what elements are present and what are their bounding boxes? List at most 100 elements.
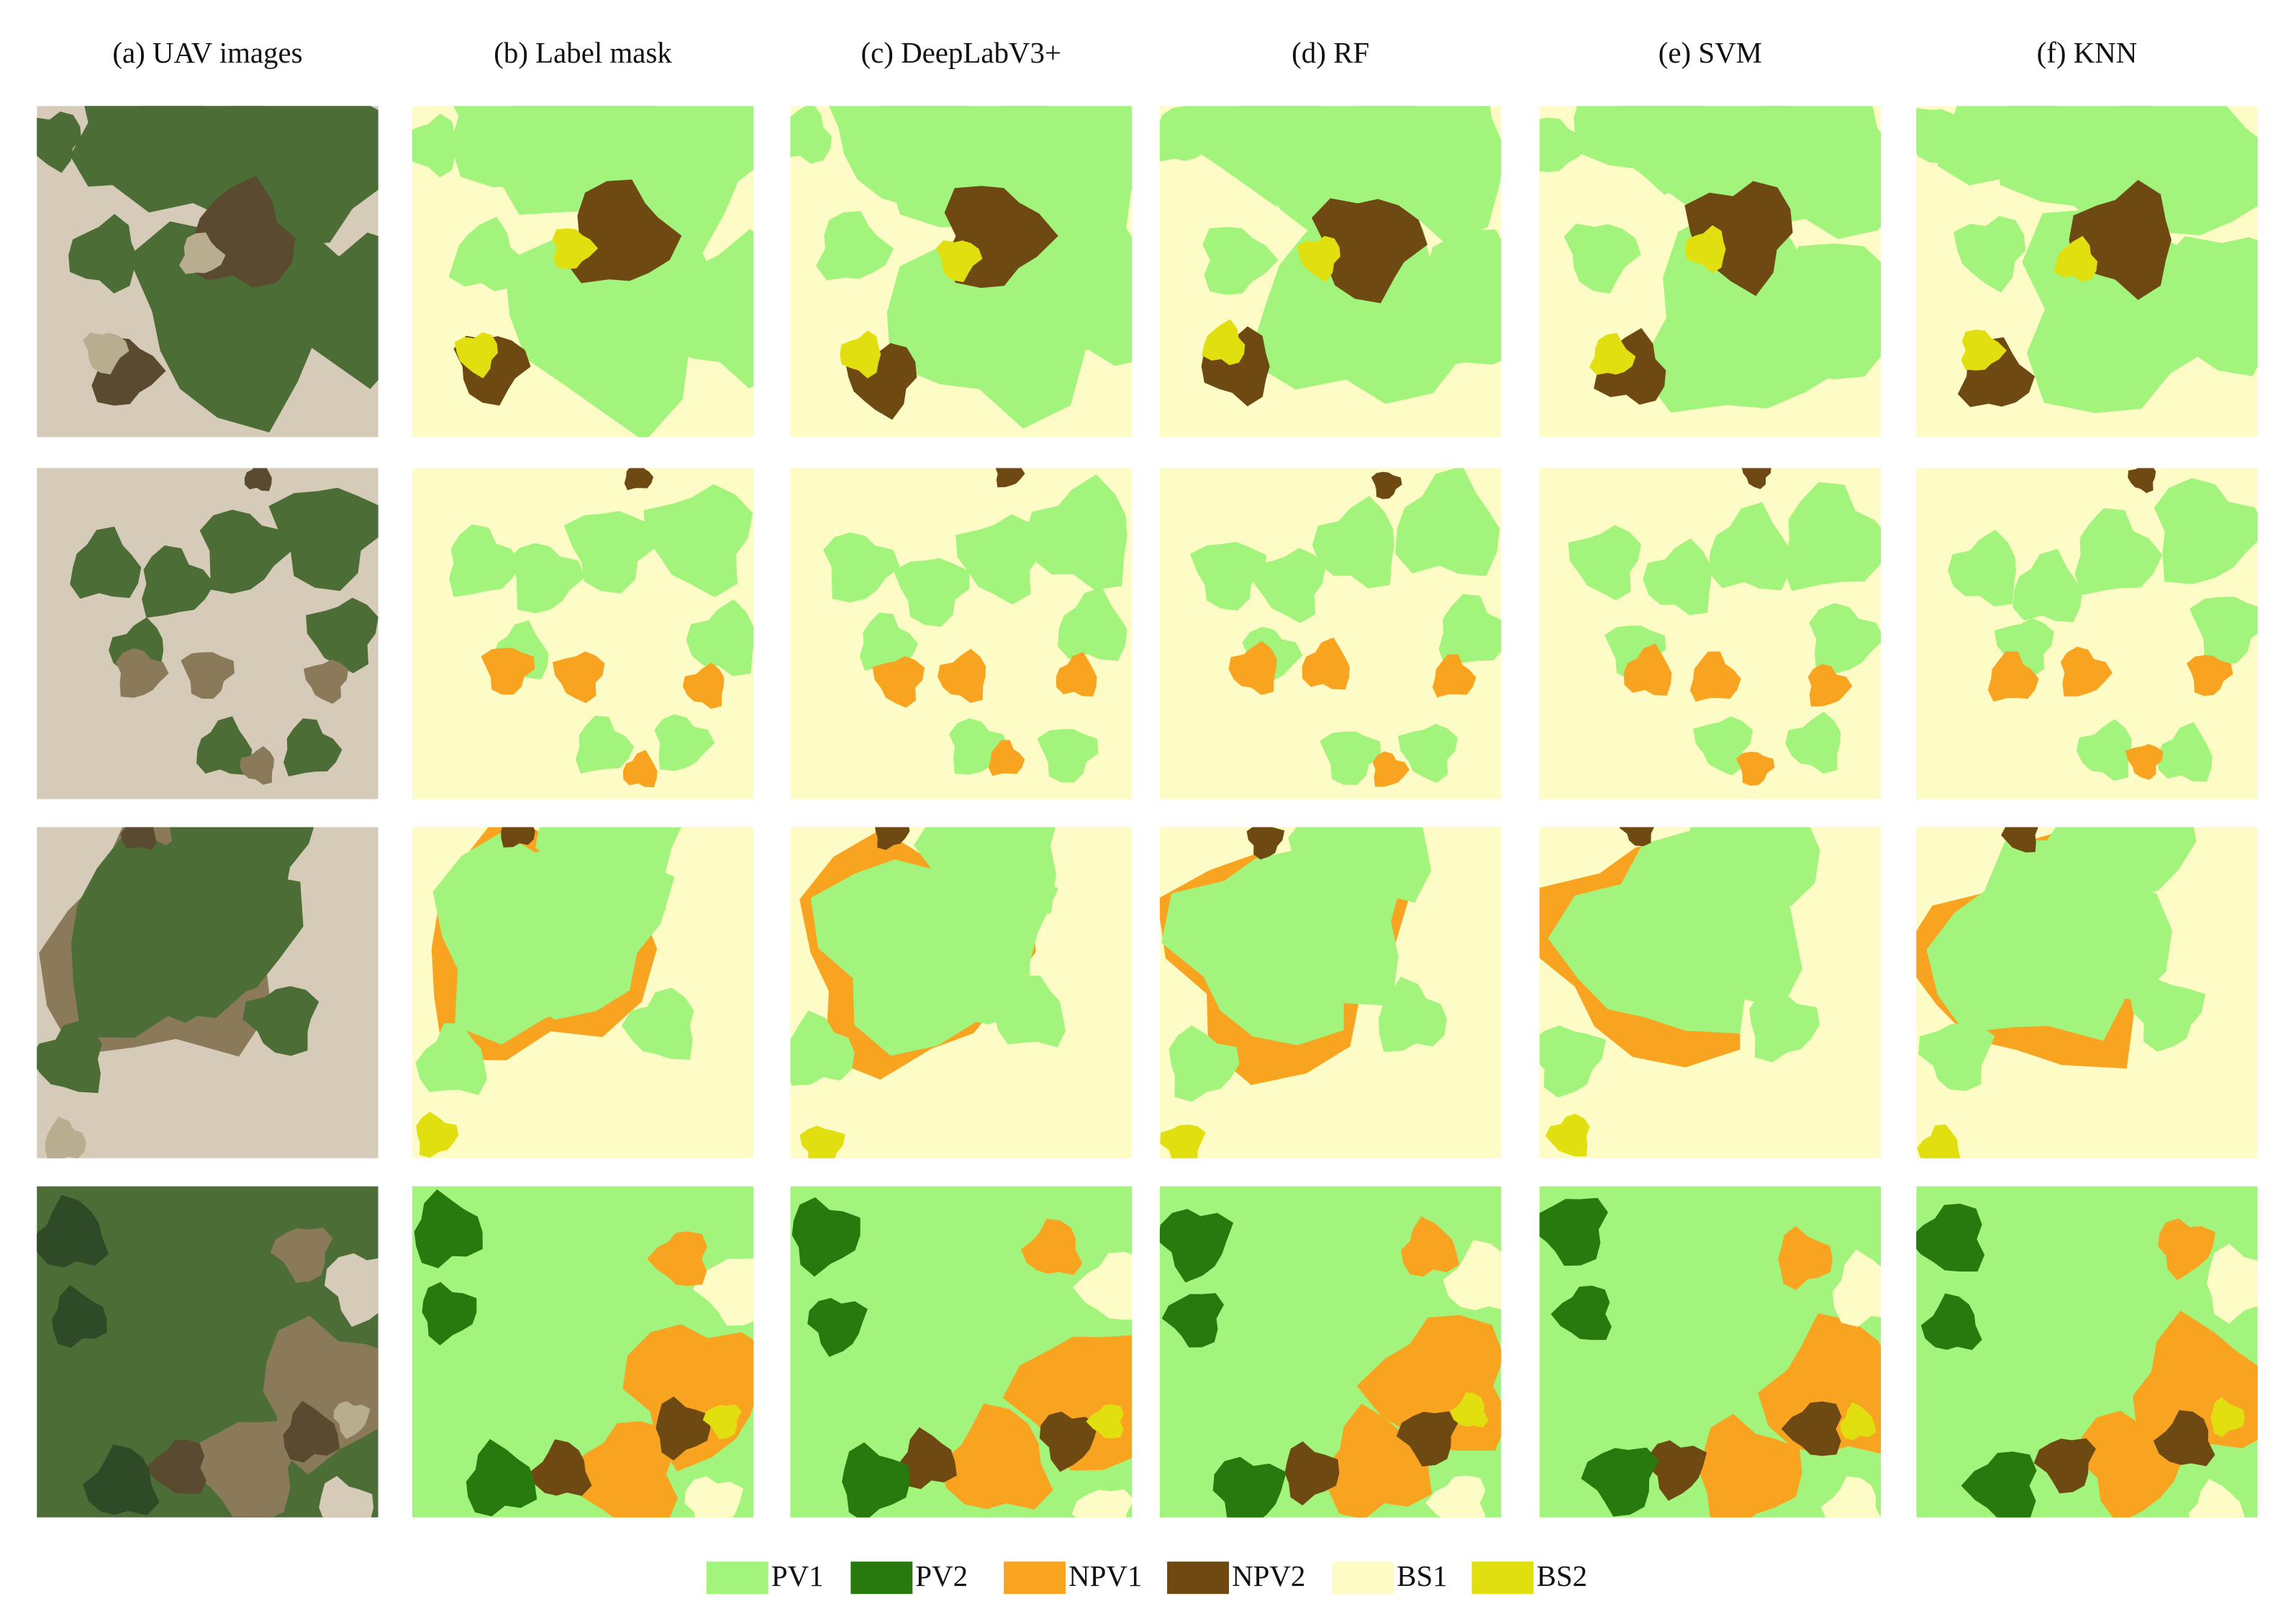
class-region (893, 558, 970, 627)
class-region (1735, 751, 1775, 786)
class-region (938, 648, 986, 703)
class-region (552, 651, 605, 704)
map-tile (412, 827, 754, 1158)
class-region (2189, 1479, 2245, 1518)
class-region (1784, 243, 1882, 380)
map-tile (790, 106, 1132, 437)
map-tile (1916, 827, 2258, 1158)
class-region (415, 1023, 487, 1095)
class-region (1401, 1216, 1460, 1277)
class-region (1916, 1203, 1985, 1272)
legend-label: PV1 (771, 1560, 824, 1592)
class-region (1953, 216, 2026, 293)
class-region (1159, 1209, 1234, 1283)
class-region (1056, 651, 1097, 697)
class-region (2013, 548, 2082, 622)
class-region (2129, 979, 2206, 1052)
class-region (956, 514, 1043, 605)
class-region (842, 1442, 910, 1518)
class-region (859, 612, 918, 671)
column-title: (a) UAV images (112, 37, 302, 69)
class-region (2186, 655, 2233, 697)
map-tile (37, 827, 378, 1158)
class-region (1820, 1476, 1881, 1518)
class-region (872, 656, 925, 708)
class-region (584, 106, 754, 255)
map-tile (790, 827, 1132, 1158)
map-tile (790, 468, 1132, 799)
class-region (2057, 827, 2197, 917)
class-region (2001, 827, 2172, 1014)
class-region (2076, 719, 2132, 781)
class-region (1169, 1025, 1240, 1102)
class-region (1749, 985, 1820, 1063)
class-region (1574, 106, 1711, 195)
class-region (1987, 651, 2039, 702)
class-region (414, 1189, 483, 1269)
class-region (1002, 1335, 1132, 1471)
map-tile (1159, 827, 1502, 1158)
column-title: (d) RF (1292, 37, 1369, 69)
class-region (1284, 1441, 1340, 1506)
class-region (977, 106, 1132, 268)
class-region (83, 1444, 160, 1515)
class-region (1684, 181, 1793, 296)
class-region (799, 1125, 845, 1158)
class-region (1438, 594, 1502, 667)
map-tile (1159, 106, 1502, 437)
class-region (1589, 332, 1636, 375)
class-region (693, 1258, 754, 1326)
class-region (145, 1439, 207, 1494)
legend-swatch (850, 1561, 913, 1595)
class-region (1202, 227, 1279, 295)
class-region (1288, 827, 1432, 903)
class-region (935, 240, 983, 283)
class-region (995, 468, 1025, 488)
class-region (1539, 117, 1589, 173)
class-region (1396, 1411, 1459, 1467)
class-region (1432, 654, 1476, 698)
class-region (1202, 319, 1245, 366)
map-tile (412, 1186, 754, 1518)
class-region (994, 975, 1066, 1048)
class-region (1246, 827, 1285, 860)
class-region (790, 1010, 855, 1086)
class-region (829, 106, 976, 209)
class-region (1684, 225, 1726, 273)
class-region (1184, 106, 1323, 207)
class-region (1023, 216, 1132, 366)
class-region (682, 662, 725, 709)
map-tile (37, 1186, 378, 1518)
class-region (790, 106, 832, 164)
class-region (1689, 651, 1741, 702)
class-region (276, 232, 378, 389)
class-region (306, 597, 378, 674)
class-region (454, 332, 499, 378)
class-region (2033, 1438, 2096, 1494)
map-tile (1916, 106, 2258, 437)
class-region (1961, 330, 2007, 371)
class-region (1395, 468, 1500, 576)
class-region (239, 746, 274, 785)
class-region (2153, 1410, 2215, 1466)
class-region (449, 524, 522, 597)
class-region (70, 526, 142, 599)
class-region (83, 332, 130, 375)
legend-label: NPV2 (1232, 1560, 1305, 1592)
class-region (647, 1231, 708, 1287)
class-region (816, 211, 894, 281)
map-tile (1539, 106, 1882, 437)
class-region (684, 1476, 744, 1518)
class-region (1228, 640, 1277, 695)
class-region (283, 1400, 340, 1463)
map-tile (37, 106, 378, 437)
class-region (1371, 471, 1402, 499)
class-region (1320, 731, 1381, 785)
class-region (535, 827, 682, 921)
class-region (170, 827, 314, 921)
legend-label: NPV1 (1068, 1560, 1142, 1592)
class-region (325, 1253, 378, 1327)
class-region (1777, 1225, 1833, 1290)
class-region (1708, 502, 1792, 591)
